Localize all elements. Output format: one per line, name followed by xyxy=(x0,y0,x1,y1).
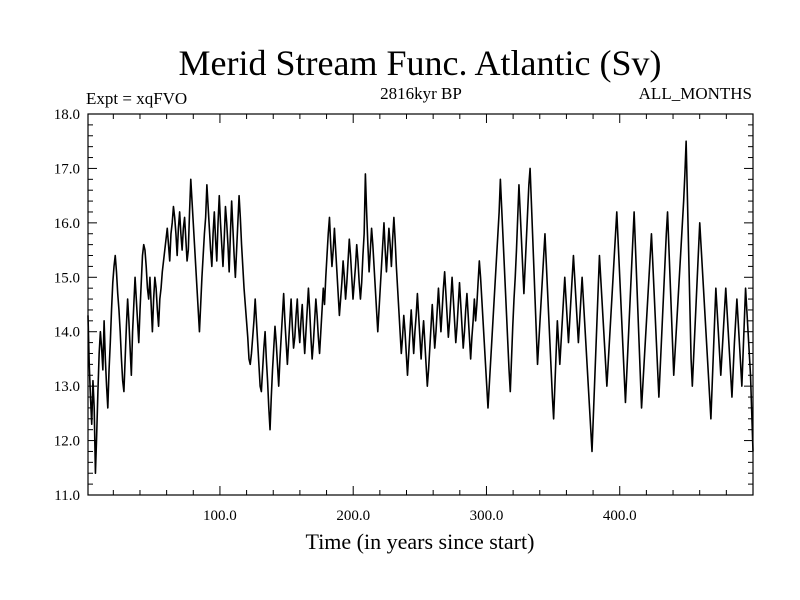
y-tick-label: 13.0 xyxy=(54,379,80,395)
x-tick-label: 400.0 xyxy=(603,508,637,524)
data-series-line xyxy=(87,140,754,475)
y-tick-label: 14.0 xyxy=(54,325,80,341)
chart-title: Merid Stream Func. Atlantic (Sv) xyxy=(179,43,662,83)
x-axis: 100.0 200.0 300.0 400.0 xyxy=(112,114,754,524)
time-period-label: 2816kyr BP xyxy=(380,84,462,103)
y-tick-label: 16.0 xyxy=(54,216,80,232)
y-axis: 11.0 12.0 13.0 14.0 15.0 16.0 17.0 18.0 xyxy=(54,107,753,504)
x-axis-label: Time (in years since start) xyxy=(306,529,535,554)
y-tick-label: 11.0 xyxy=(54,488,80,504)
x-tick-label: 100.0 xyxy=(203,508,237,524)
y-tick-label: 15.0 xyxy=(54,270,80,286)
plot-frame xyxy=(87,113,754,496)
months-label: ALL_MONTHS xyxy=(639,84,752,103)
x-tick-label: 300.0 xyxy=(470,508,504,524)
y-tick-label: 18.0 xyxy=(54,107,80,123)
y-tick-label: 17.0 xyxy=(54,161,80,177)
experiment-label: Expt = xqFVO xyxy=(86,89,187,108)
y-tick-label: 12.0 xyxy=(54,434,80,450)
x-tick-label: 200.0 xyxy=(336,508,370,524)
